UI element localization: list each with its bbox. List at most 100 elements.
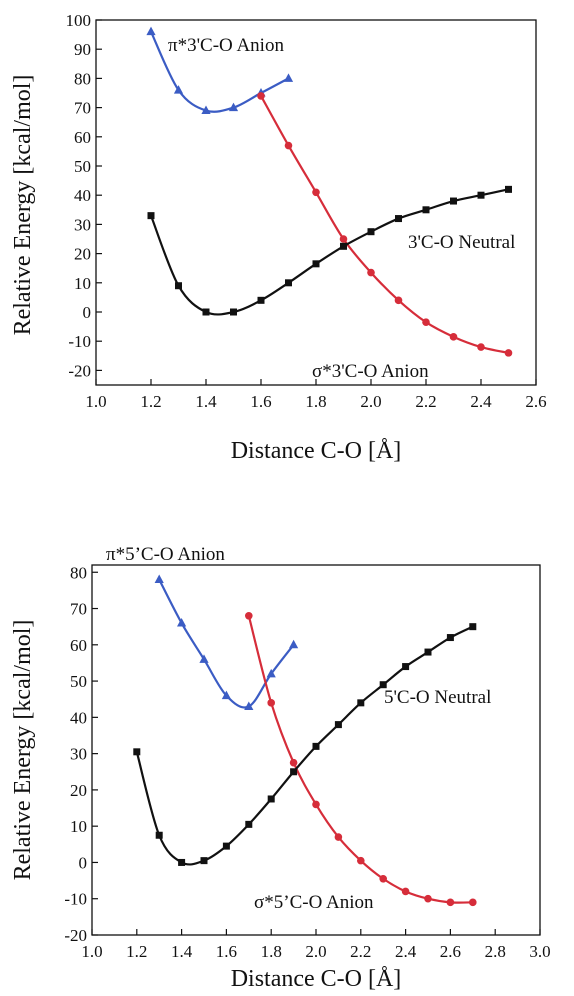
y-tick-label: 100	[66, 11, 92, 30]
x-tick-label: 2.0	[360, 392, 381, 411]
data-point	[202, 308, 210, 316]
data-point	[178, 858, 186, 866]
data-point	[367, 268, 375, 277]
data-point	[379, 874, 388, 883]
y-tick-label: -10	[68, 332, 91, 351]
x-tick-label: 2.8	[485, 942, 506, 961]
x-tick-label: 1.6	[250, 392, 271, 411]
x-tick-label: 2.6	[525, 392, 546, 411]
data-point	[449, 333, 458, 341]
y-tick-label: 60	[70, 636, 87, 655]
data-point	[283, 73, 294, 82]
data-point	[357, 699, 365, 707]
y-tick-label: 10	[70, 817, 87, 836]
data-point	[221, 690, 231, 700]
data-point	[133, 748, 141, 756]
data-point	[230, 308, 237, 316]
data-point	[334, 833, 343, 841]
y-tick-label: 20	[74, 245, 91, 264]
x-tick-label: 1.2	[126, 942, 147, 961]
data-point	[340, 242, 347, 250]
series-line	[135, 625, 474, 866]
data-point	[367, 228, 375, 236]
y-tick-label: 50	[70, 672, 87, 691]
data-point	[155, 831, 163, 839]
data-point	[267, 699, 276, 707]
y-tick-label: -20	[64, 926, 87, 945]
y-tick-label: -10	[64, 890, 87, 909]
data-point	[289, 758, 298, 767]
label-sigma3-anion: σ*3'C-O Anion	[312, 361, 429, 382]
data-point	[175, 282, 182, 290]
x-axis: 1.0 1.2 1.4 1.6 1.8 2.0 2.2 2.4 2.6 2.8 3.0	[81, 929, 551, 961]
x-tick-label: 1.2	[140, 392, 161, 411]
data-point	[201, 105, 211, 115]
data-point	[173, 85, 184, 94]
data-point	[469, 898, 477, 907]
data-point	[285, 279, 292, 287]
data-point	[222, 842, 230, 850]
y-tick-label: 70	[74, 99, 91, 118]
data-point	[446, 634, 454, 642]
data-point	[244, 701, 254, 710]
data-point	[147, 212, 155, 220]
series-line	[260, 95, 509, 354]
y-tick-label: 50	[74, 157, 91, 176]
y-tick-label: 80	[74, 69, 91, 88]
data-point	[228, 102, 239, 112]
data-point	[312, 260, 320, 268]
data-point	[394, 296, 403, 305]
x-tick-label: 2.0	[305, 942, 326, 961]
plot-frame	[91, 564, 541, 936]
x-axis-title: Distance C-O [Å]	[231, 438, 402, 464]
data-point	[257, 92, 265, 100]
y-axis-title: Relative Energy [kcal/mol]	[10, 75, 36, 336]
data-point	[312, 800, 320, 809]
x-axis: 1.0 1.2 1.4 1.6 1.8 2.0 2.2 2.4 2.6	[85, 379, 547, 411]
x-tick-label: 1.0	[85, 392, 106, 411]
data-point	[289, 639, 299, 649]
y-tick-label: 0	[83, 303, 92, 322]
x-tick-label: 2.6	[440, 942, 461, 961]
y-tick-label: 60	[74, 128, 91, 147]
label-pi5-anion: π*5’C-O Anion	[106, 544, 225, 565]
data-point	[245, 820, 253, 828]
series-group	[133, 574, 477, 907]
y-tick-label: 80	[70, 563, 87, 582]
y-axis: -20 -10 0 10 20 30 40 50 60 70 80	[64, 563, 98, 945]
data-point	[477, 191, 485, 199]
x-tick-label: 2.2	[415, 392, 436, 411]
data-point	[357, 856, 365, 865]
x-axis-title: Distance C-O [Å]	[231, 966, 402, 992]
plot-frame	[95, 19, 537, 386]
y-tick-label: 40	[70, 708, 87, 727]
data-point	[245, 611, 253, 620]
data-point	[395, 215, 402, 223]
data-point	[257, 296, 265, 304]
data-point	[199, 654, 209, 663]
data-point	[312, 188, 320, 197]
label-neutral5: 5'C-O Neutral	[384, 687, 491, 708]
data-point	[284, 141, 293, 150]
x-tick-label: 2.4	[395, 942, 417, 961]
data-point	[401, 887, 410, 896]
y-tick-label: 30	[70, 745, 87, 764]
y-tick-label: 10	[74, 274, 91, 293]
data-point	[290, 768, 298, 776]
series-line	[158, 579, 295, 709]
x-tick-label: 1.6	[216, 942, 237, 961]
data-point	[312, 742, 320, 750]
data-point	[450, 197, 457, 205]
data-point	[477, 343, 485, 351]
data-point	[267, 795, 275, 803]
y-tick-label: 30	[74, 215, 91, 234]
data-point	[469, 623, 477, 631]
label-neutral3: 3'C-O Neutral	[408, 232, 515, 253]
data-point	[424, 648, 432, 656]
y-tick-label: 0	[79, 853, 88, 872]
label-sigma5-anion: σ*5’C-O Anion	[254, 892, 374, 913]
x-tick-label: 1.0	[81, 942, 102, 961]
data-point	[505, 185, 512, 193]
